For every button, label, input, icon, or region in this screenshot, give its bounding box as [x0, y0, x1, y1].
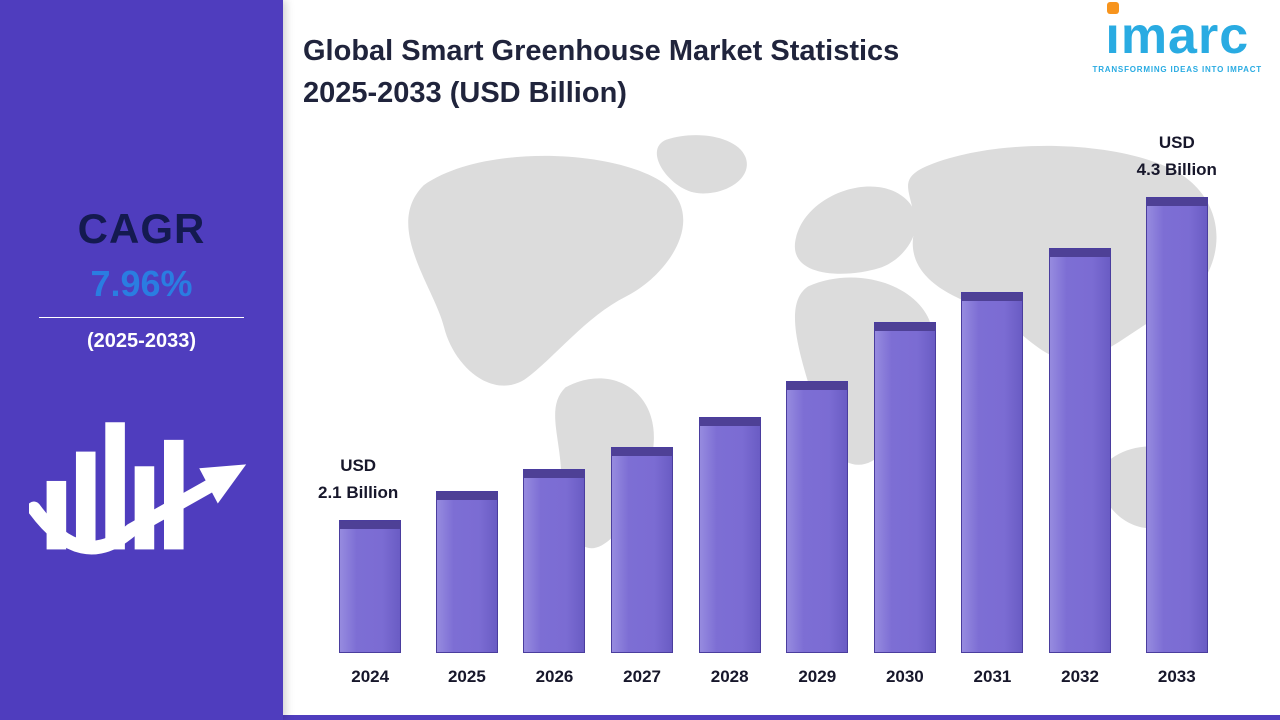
logo-text: ımarc [1105, 7, 1250, 65]
bar-value-label: USD 2.1 Billion [318, 456, 399, 502]
bar-column: 2031 [961, 292, 1024, 687]
bar [339, 520, 402, 653]
bar-column: 2032 [1049, 248, 1112, 687]
title-line-2: 2025-2033 (USD Billion) [303, 77, 627, 110]
cagr-label: CAGR [77, 205, 206, 252]
bar [1145, 197, 1208, 653]
page-title: Global Smart Greenhouse Market Statistic… [303, 30, 1103, 114]
title-line-1: Global Smart Greenhouse Market Statistic… [303, 35, 900, 67]
x-axis-label: 2026 [535, 667, 574, 686]
imarc-logo: ımarc TRANSFORMING IDEAS INTO IMPACT [1092, 2, 1262, 74]
x-axis-label: 2027 [623, 667, 661, 686]
logo-wordmark: ımarc [1105, 2, 1250, 65]
bar [873, 322, 936, 653]
x-axis-label: 2024 [351, 667, 390, 686]
bar-chart: USD 2.1 Billion 2024 2025 2026 2027 2028 2029 20… [318, 130, 1217, 687]
bar-column: 2026 [523, 469, 586, 687]
x-axis-label: 2025 [447, 667, 486, 686]
x-axis-label: 2033 [1157, 667, 1196, 686]
bar-column: 2028 [698, 417, 761, 687]
main-panel: Global Smart Greenhouse Market Statistic… [283, 0, 1280, 720]
bar-column: 2029 [786, 381, 849, 687]
bar [435, 491, 498, 653]
x-axis-label: 2030 [885, 667, 924, 686]
growth-chart-icon [27, 391, 254, 571]
bar-column: 2030 [873, 322, 936, 687]
x-axis-label: 2028 [710, 667, 749, 686]
logo-dot-icon [1107, 2, 1120, 14]
bar [786, 381, 849, 653]
bar [961, 292, 1024, 653]
bar-column: USD 2.1 Billion 2024 [318, 453, 410, 687]
bar [1049, 248, 1112, 653]
sidebar: CAGR 7.96% (2025-2033) [0, 0, 283, 720]
bar [611, 447, 674, 653]
x-axis-label: 2029 [798, 667, 837, 686]
x-axis-label: 2031 [973, 667, 1012, 686]
cagr-value: 7.96% [90, 263, 193, 304]
cagr-period: (2025-2033) [87, 330, 196, 352]
bar-value-label: USD 4.3 Billion [1136, 133, 1217, 179]
logo-tagline: TRANSFORMING IDEAS INTO IMPACT [1092, 65, 1262, 74]
bar-column: 2025 [435, 491, 498, 687]
bar-column: USD 4.3 Billion 2033 [1137, 130, 1217, 687]
bar [698, 417, 761, 653]
divider [39, 317, 244, 318]
bar [523, 469, 586, 653]
bar-column: 2027 [611, 447, 674, 687]
x-axis-label: 2032 [1061, 667, 1099, 686]
